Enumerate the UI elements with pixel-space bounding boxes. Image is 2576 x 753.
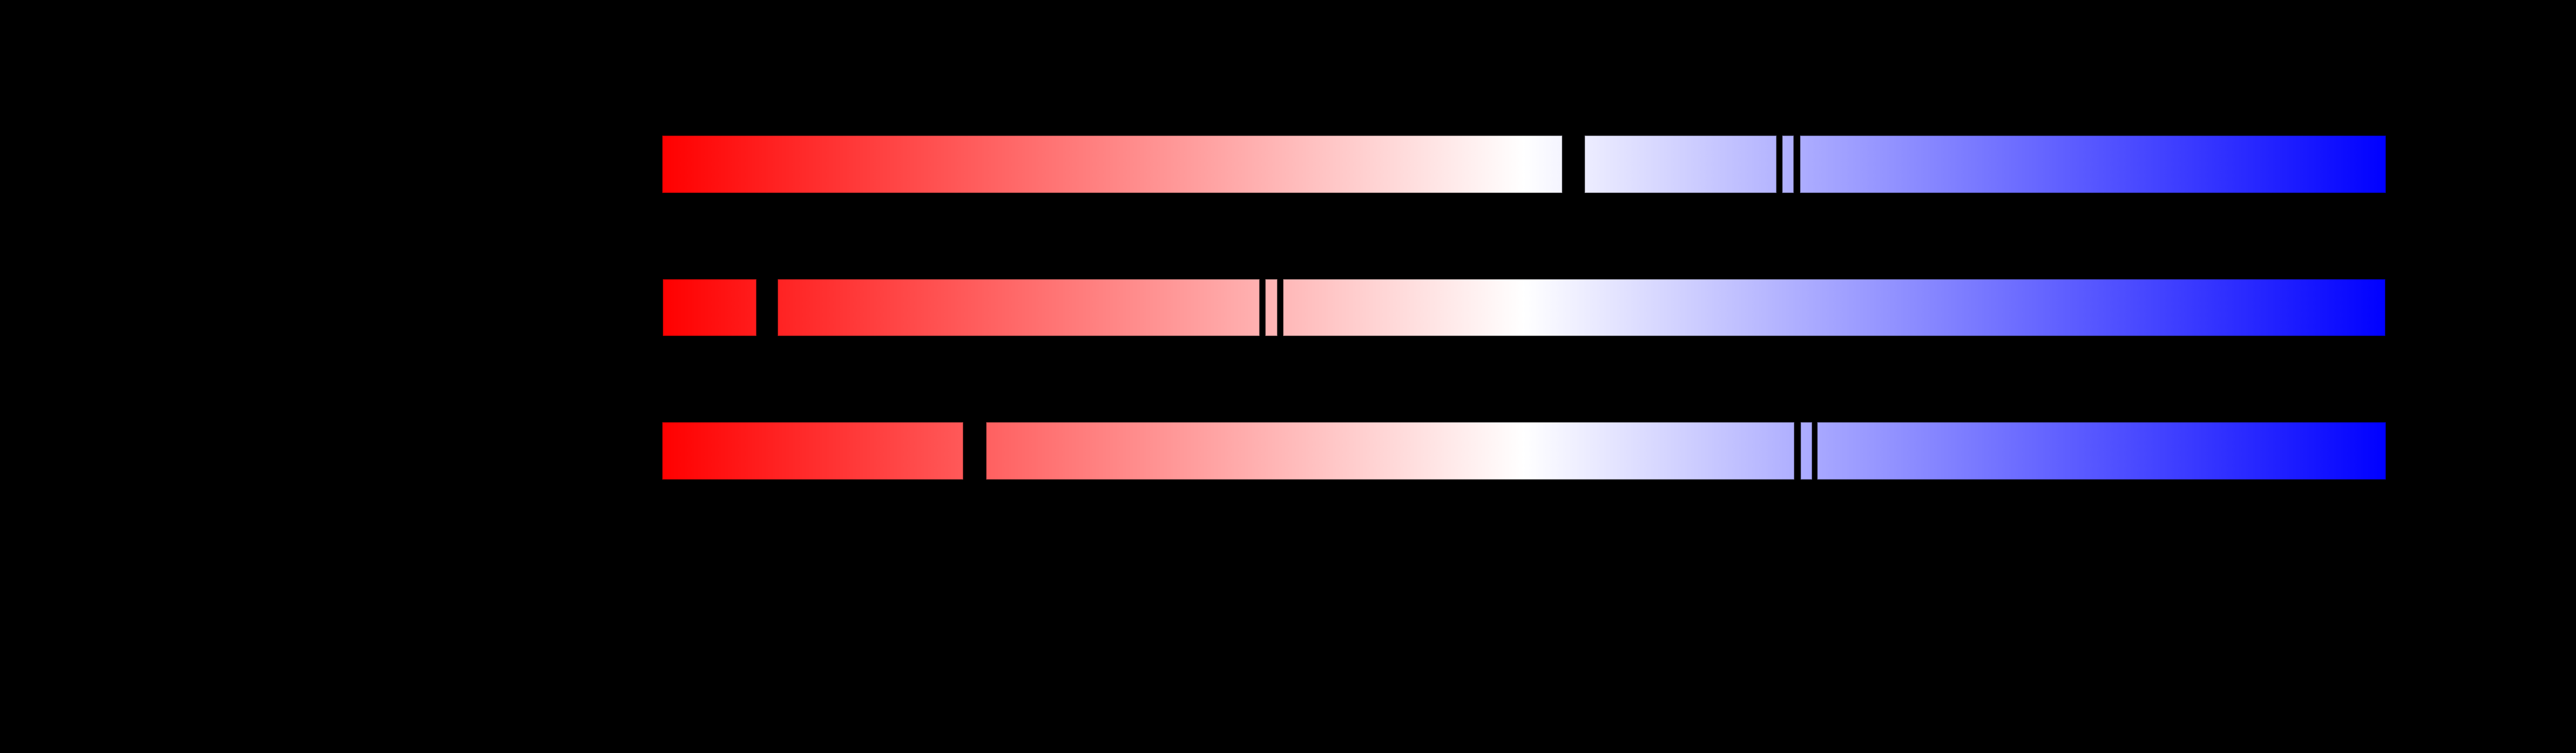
bar-3-segment-3 — [1801, 422, 1812, 480]
bar-3-segment-4 — [1817, 422, 2386, 480]
bar-1-segment-1 — [662, 136, 1562, 193]
bar-1-segment-2 — [1585, 136, 1776, 193]
gradient-bar-row-2 — [0, 279, 2576, 336]
bar-3-segment-1 — [662, 422, 963, 480]
bar-2-segment-4 — [1283, 279, 2385, 336]
gradient-bar-row-3 — [0, 422, 2576, 480]
bar-1-segment-4 — [1800, 136, 2386, 193]
bar-2-segment-3 — [1265, 279, 1277, 336]
bar-3-segment-2 — [986, 422, 1794, 480]
bar-2-segment-1 — [663, 279, 756, 336]
bar-1-segment-3 — [1782, 136, 1794, 193]
bar-2-segment-2 — [778, 279, 1260, 336]
gradient-bar-row-1 — [0, 136, 2576, 193]
